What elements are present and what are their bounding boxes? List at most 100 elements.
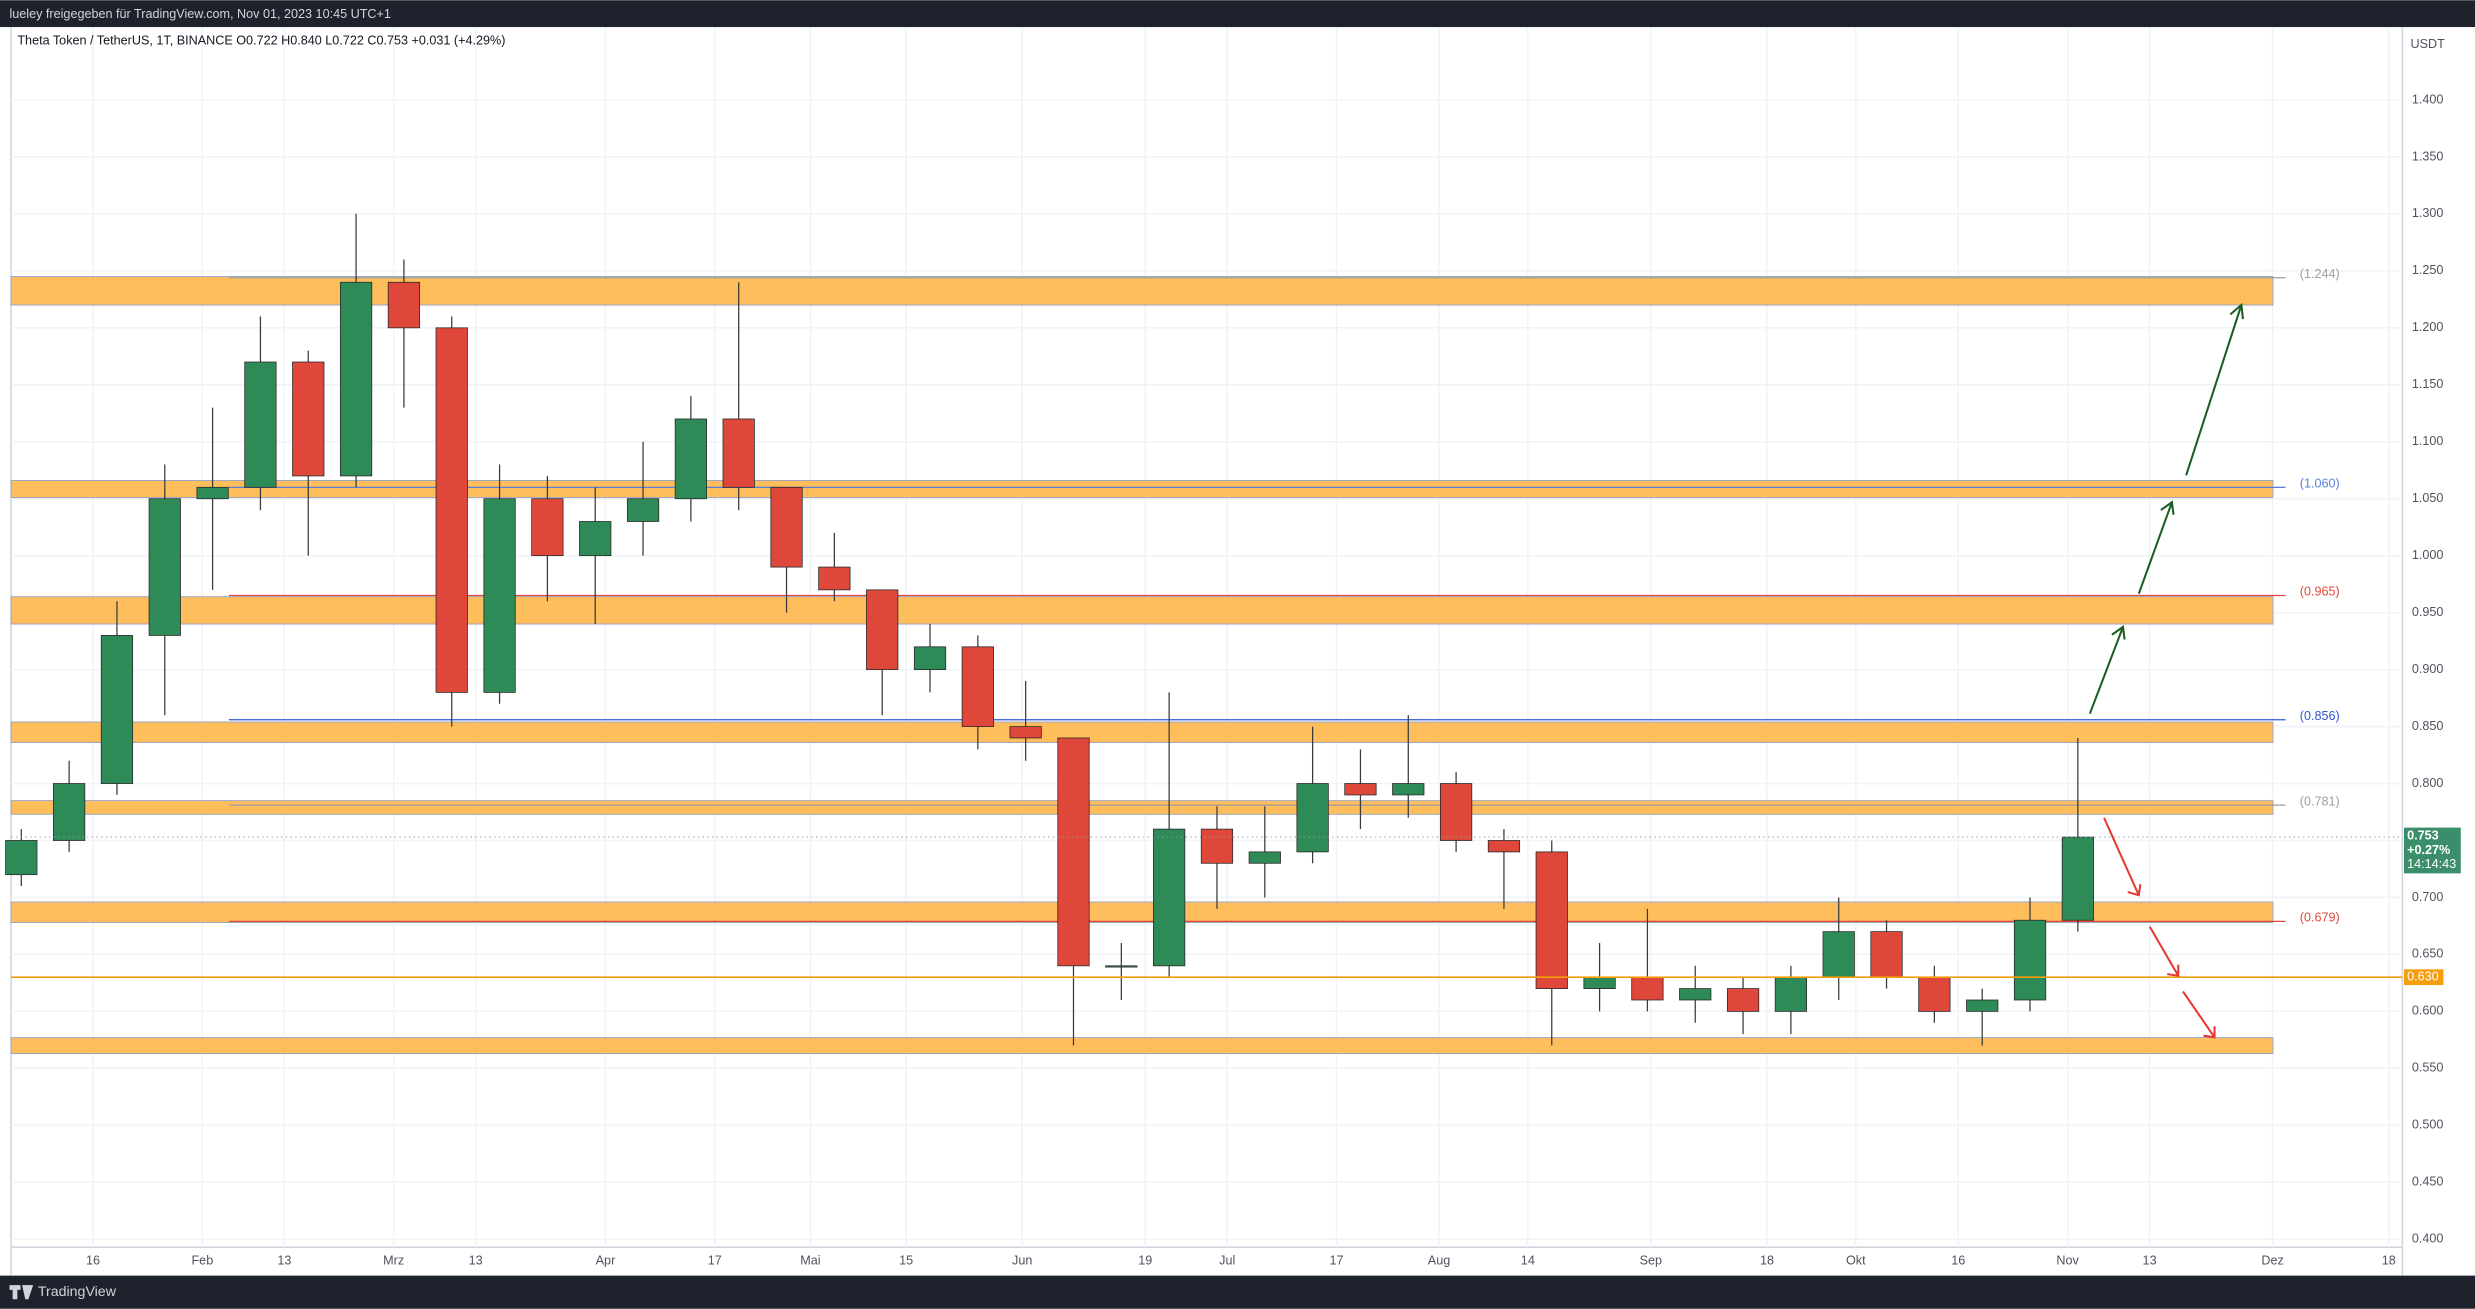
candle-body — [1583, 976, 1616, 989]
level-label: (0.965) — [2300, 585, 2340, 599]
candle-body — [1153, 828, 1186, 967]
candle-body — [1535, 851, 1568, 989]
candle-body — [244, 361, 277, 488]
candle-body — [1200, 828, 1234, 864]
x-tick-label: Sep — [1640, 1254, 1662, 1268]
zone — [10, 1037, 2274, 1055]
x-tick-label: 13 — [2143, 1254, 2157, 1268]
x-tick-label: 13 — [469, 1254, 483, 1268]
candle-body — [961, 646, 994, 727]
x-tick-label: Mai — [800, 1254, 820, 1268]
level-label: (1.060) — [2300, 476, 2340, 490]
level-label: (1.244) — [2300, 267, 2340, 281]
candle-body — [1774, 976, 1808, 1012]
candle-body — [196, 486, 229, 500]
arrow-up — [2137, 500, 2175, 595]
x-tick-label: Dez — [2261, 1254, 2283, 1268]
zone — [10, 901, 2274, 923]
y-tick-label: 1.200 — [2412, 320, 2444, 334]
labels: 0.4000.4500.5000.5500.6000.6500.7000.750… — [11, 92, 2461, 1268]
candle-body — [148, 498, 181, 636]
y-tick-label: 1.300 — [2412, 206, 2444, 220]
annotation-arrows — [2088, 302, 2244, 1039]
candle-body — [579, 521, 612, 557]
x-tick-label: 13 — [277, 1254, 291, 1268]
zone — [10, 480, 2274, 499]
candle-body — [1439, 783, 1473, 841]
level-label: (0.856) — [2300, 709, 2340, 723]
candle-body — [531, 498, 564, 557]
y-tick-label: 1.000 — [2412, 548, 2444, 562]
candle-body — [1918, 976, 1951, 1012]
candle-body — [626, 498, 660, 522]
last-price-tag — [2403, 827, 2461, 874]
x-tick-label: Jun — [1012, 1254, 1032, 1268]
y-tick-label: 0.400 — [2412, 1232, 2444, 1246]
x-tick-label: Mrz — [383, 1254, 404, 1268]
y-tick-label: 0.850 — [2412, 719, 2444, 733]
y-tick-label: 0.700 — [2412, 890, 2444, 904]
y-tick-label: 0.900 — [2412, 662, 2444, 676]
last-price-label: 0.753 — [2407, 829, 2439, 843]
candle-body — [1822, 931, 1855, 978]
y-tick-label: 0.450 — [2412, 1175, 2444, 1189]
x-tick-label: Nov — [2056, 1254, 2079, 1268]
arrow-down — [2103, 817, 2142, 897]
last-change-label: +0.27% — [2407, 843, 2450, 857]
x-tick-label: 17 — [708, 1254, 722, 1268]
candle-body — [913, 646, 947, 671]
y-tick-label: 1.400 — [2412, 92, 2444, 106]
candle-body — [722, 418, 755, 488]
y-tick-label: 1.150 — [2412, 377, 2444, 391]
grid — [11, 27, 2403, 1248]
zone — [10, 721, 2274, 743]
x-tick-label: 18 — [1760, 1254, 1774, 1268]
y-tick-label: 1.100 — [2412, 434, 2444, 448]
candle-body — [1870, 931, 1903, 978]
candle-body — [1009, 726, 1042, 739]
x-tick-label: 16 — [1951, 1254, 1965, 1268]
top-bar — [0, 0, 2475, 28]
share-header: lueley freigegeben für TradingView.com, … — [9, 7, 390, 21]
x-tick-label: Okt — [1846, 1254, 1866, 1268]
x-tick-label: Jul — [1219, 1254, 1235, 1268]
y-tick-label: 0.800 — [2412, 776, 2444, 790]
alert-label: 0.630 — [2407, 970, 2439, 984]
candle-body — [435, 327, 468, 693]
zone — [10, 800, 2274, 815]
candle-body — [674, 418, 707, 500]
price-unit: USDT — [2410, 37, 2445, 51]
x-tick-label: 18 — [2382, 1254, 2396, 1268]
candle-body — [818, 566, 851, 591]
brand[interactable]: TradingView — [38, 1284, 117, 1300]
arrow-down — [2182, 990, 2216, 1039]
arrow-up — [2088, 625, 2126, 715]
brand-logo — [9, 1285, 34, 1300]
candle-body — [770, 486, 803, 568]
y-tick-label: 1.050 — [2412, 491, 2444, 505]
candle-body — [1248, 851, 1281, 864]
x-tick-label: Feb — [191, 1254, 213, 1268]
candle-body — [1966, 999, 1999, 1012]
x-tick-label: Apr — [596, 1254, 616, 1268]
y-tick-label: 0.950 — [2412, 605, 2444, 619]
x-tick-label: 15 — [899, 1254, 913, 1268]
legend-title: Theta Token / TetherUS, 1T, BINANCE O0.7… — [17, 34, 505, 48]
candle-body — [2013, 919, 2047, 1001]
x-tick-label: 14 — [1521, 1254, 1535, 1268]
candle-body — [1631, 976, 1664, 1001]
x-tick-label: 16 — [86, 1254, 100, 1268]
candle-body — [2061, 836, 2094, 921]
y-tick-label: 0.600 — [2412, 1004, 2444, 1018]
candle-body — [1487, 840, 1521, 853]
candle-body — [387, 281, 421, 329]
y-tick-label: 1.250 — [2412, 263, 2444, 277]
candle-body — [100, 635, 134, 784]
candle-body — [5, 840, 38, 876]
candle-body — [1057, 737, 1090, 967]
candles — [5, 213, 2094, 1046]
levels: (1.244) (1.060) (0.965) (0.856) (0.781) (0.67… — [228, 267, 2340, 925]
